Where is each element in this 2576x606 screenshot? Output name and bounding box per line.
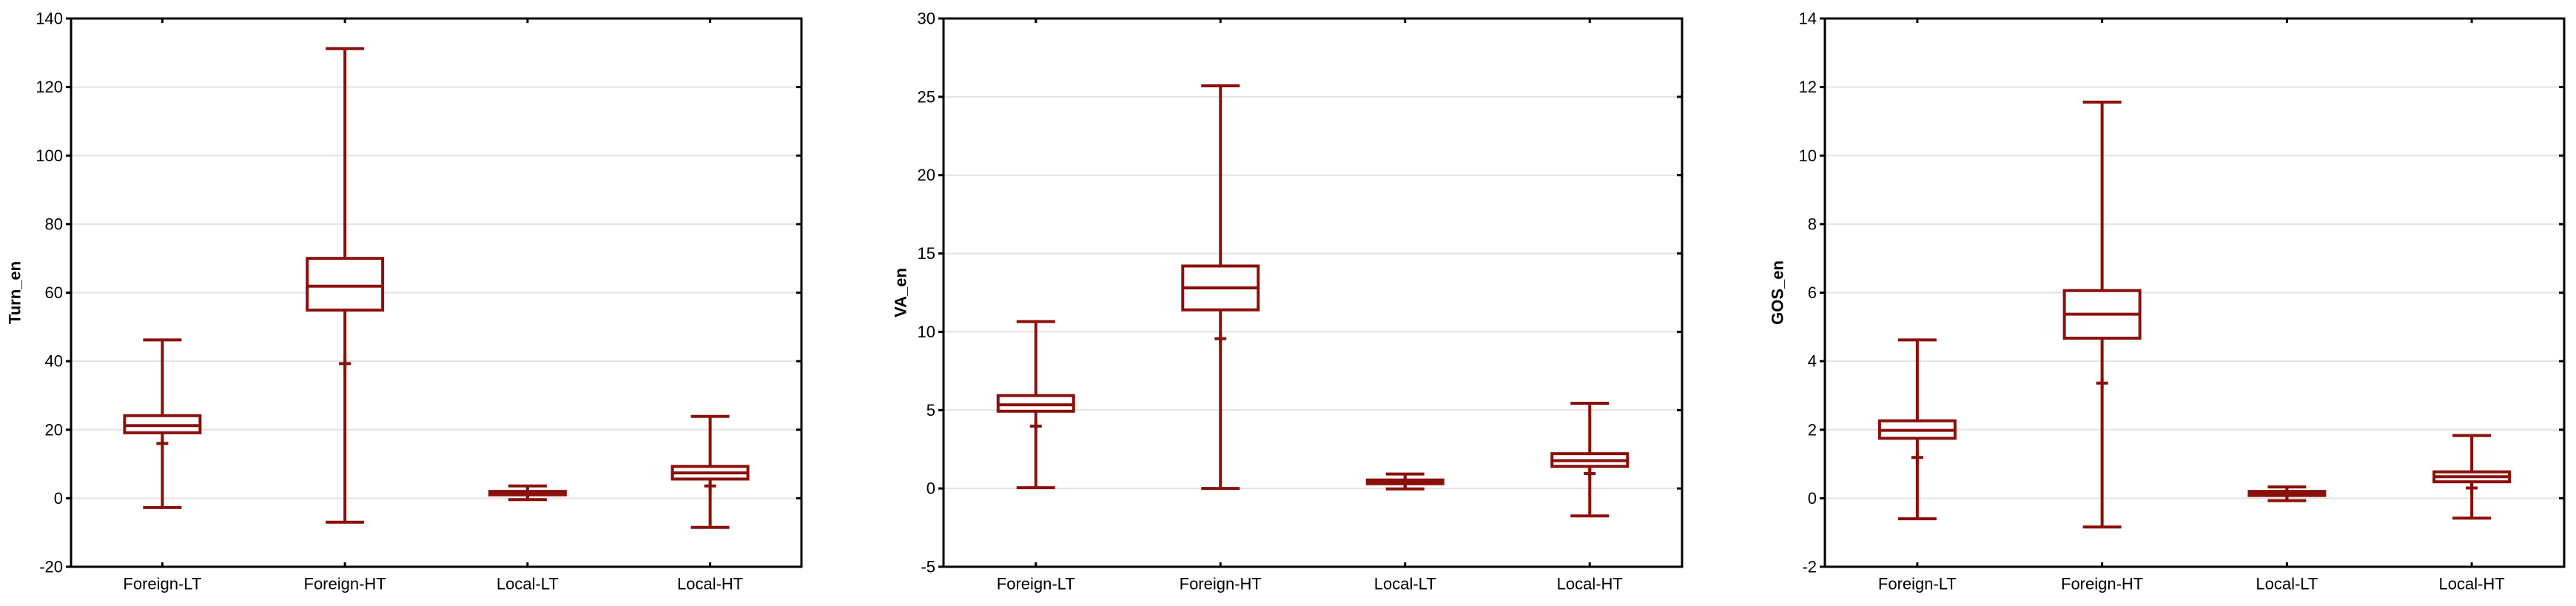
- grid-lines: [944, 95, 1682, 490]
- y-tick-label: 2: [1808, 420, 1817, 439]
- panel-gos-en: -2 0 2 4 6 8 10 12 14 Foreign-LT Foreign-HT Local-L…: [1717, 0, 2576, 606]
- box-group-foreign-ht: [306, 47, 385, 524]
- panel-va-en: -5 0 5 10 15 20 25 30 Foreign-LT Foreign-HT Local-…: [858, 0, 1717, 606]
- x-category-label: Foreign-HT: [2061, 575, 2143, 593]
- grid-lines: [71, 86, 801, 499]
- box-group-foreign-ht: [1181, 84, 1260, 491]
- boxplot-va-en-svg: -5 0 5 10 15 20 25 30 Foreign-LT Foreign-HT Local-…: [858, 0, 1717, 606]
- y-tick-label: 14: [1799, 10, 1817, 28]
- box-group-local-ht: [1550, 401, 1630, 518]
- y-tick-label: 30: [918, 10, 935, 28]
- x-category-label: Foreign-LT: [123, 575, 201, 593]
- y-axis-title: Turn_en: [6, 261, 24, 324]
- x-category-label: Local-HT: [677, 575, 743, 593]
- box-group-local-lt: [488, 484, 567, 502]
- boxplot-turn-en-svg: -20 0 20 40 60 80 100 120 140 Foreign-LT Foreign-H…: [0, 0, 858, 606]
- x-axis: Foreign-LT Foreign-HT Local-LT Local-HT: [997, 18, 1623, 593]
- plot-border: [942, 17, 1684, 568]
- x-category-label: Local-HT: [1557, 575, 1623, 593]
- box-group-local-lt: [1365, 472, 1445, 491]
- y-tick-label: 20: [45, 420, 63, 439]
- x-category-label: Local-LT: [2256, 575, 2318, 593]
- box-group-foreign-lt: [1877, 338, 1957, 521]
- y-tick-label: 120: [36, 78, 63, 96]
- y-tick-label: 10: [1799, 147, 1817, 165]
- mean-marker: [2281, 488, 2293, 500]
- y-tick-label: 60: [45, 283, 63, 302]
- x-category-label: Foreign-HT: [304, 575, 386, 593]
- x-axis: Foreign-LT Foreign-HT Local-LT Local-HT: [123, 18, 743, 593]
- mean-marker: [1214, 332, 1227, 345]
- mean-marker: [339, 357, 352, 370]
- y-tick-label: 6: [1808, 283, 1817, 302]
- y-axis: -20 0 20 40 60 80 100 120 140: [36, 10, 801, 576]
- y-tick-label: 15: [918, 244, 935, 263]
- mean-marker: [704, 479, 716, 492]
- mean-marker: [1399, 477, 1411, 490]
- y-tick-label: -20: [39, 558, 63, 576]
- y-tick-label: 20: [918, 166, 935, 184]
- mean-marker: [1911, 451, 1923, 464]
- boxplot-gos-en-svg: -2 0 2 4 6 8 10 12 14 Foreign-LT Foreign-HT Local-L…: [1717, 0, 2576, 606]
- y-tick-label: 5: [927, 401, 935, 420]
- y-tick-label: 8: [1808, 215, 1817, 233]
- y-tick-label: 10: [918, 323, 935, 341]
- box-group-foreign-lt: [123, 338, 202, 509]
- y-tick-label: 25: [918, 87, 935, 106]
- y-axis: -2 0 2 4 6 8 10 12 14: [1799, 10, 2564, 576]
- x-category-label: Foreign-LT: [1878, 575, 1957, 593]
- mean-marker: [2466, 482, 2478, 494]
- box-group-foreign-lt: [996, 320, 1075, 490]
- box-group-local-lt: [2247, 485, 2327, 502]
- mean-marker: [156, 437, 169, 450]
- x-category-label: Local-LT: [1374, 575, 1436, 593]
- y-axis-title: GOS_en: [1769, 260, 1787, 325]
- panel-turn-en: -20 0 20 40 60 80 100 120 140 Foreign-LT Foreign-H…: [0, 0, 858, 606]
- box-group-local-ht: [670, 414, 750, 529]
- y-tick-label: 140: [36, 10, 63, 28]
- y-tick-label: 80: [45, 215, 63, 233]
- y-tick-label: 0: [54, 489, 63, 508]
- mean-marker: [2096, 377, 2108, 389]
- y-axis-title: VA_en: [892, 268, 910, 317]
- y-tick-label: 0: [1808, 489, 1817, 508]
- box-group-foreign-ht: [2062, 101, 2142, 529]
- box-group-local-ht: [2432, 434, 2512, 520]
- y-tick-label: 40: [45, 352, 63, 371]
- y-tick-label: 12: [1799, 78, 1817, 96]
- x-category-label: Local-HT: [2439, 575, 2505, 593]
- x-category-label: Local-LT: [497, 575, 559, 593]
- mean-marker: [1584, 468, 1596, 480]
- y-axis: -5 0 5 10 15 20 25 30: [918, 10, 1682, 576]
- y-tick-label: -5: [921, 558, 935, 576]
- box-rect: [306, 257, 385, 312]
- y-tick-label: -2: [1802, 558, 1817, 576]
- mean-marker: [521, 487, 534, 499]
- y-tick-label: 0: [927, 479, 935, 498]
- x-category-label: Foreign-LT: [997, 575, 1075, 593]
- y-tick-label: 100: [36, 147, 63, 165]
- x-axis: Foreign-LT Foreign-HT Local-LT Local-HT: [1878, 18, 2505, 593]
- grid-lines: [1825, 86, 2564, 499]
- x-category-label: Foreign-HT: [1180, 575, 1262, 593]
- y-tick-label: 4: [1808, 352, 1817, 371]
- mean-marker: [1029, 420, 1042, 432]
